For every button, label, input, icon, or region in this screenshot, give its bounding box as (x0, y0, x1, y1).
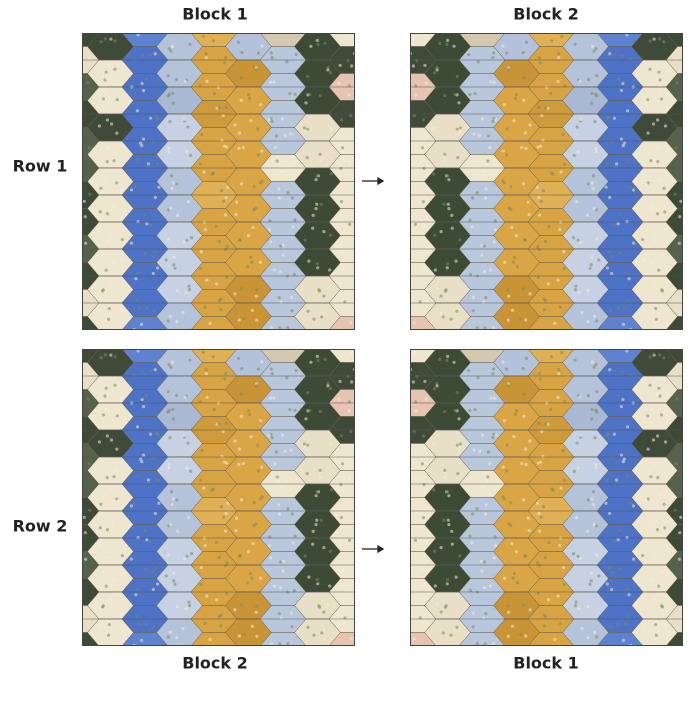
quilt-block (53, 0, 375, 384)
row-label: Row 2 (13, 517, 68, 536)
quilt-block (390, 0, 690, 384)
quilt-block (390, 309, 690, 701)
column-label: Block 1 (513, 654, 579, 673)
column-label: Block 1 (182, 5, 248, 24)
column-label: Block 2 (182, 654, 248, 673)
column-label: Block 2 (513, 5, 579, 24)
row-label: Row 1 (13, 157, 68, 176)
quilt-block (53, 309, 375, 701)
arrow (362, 176, 385, 554)
